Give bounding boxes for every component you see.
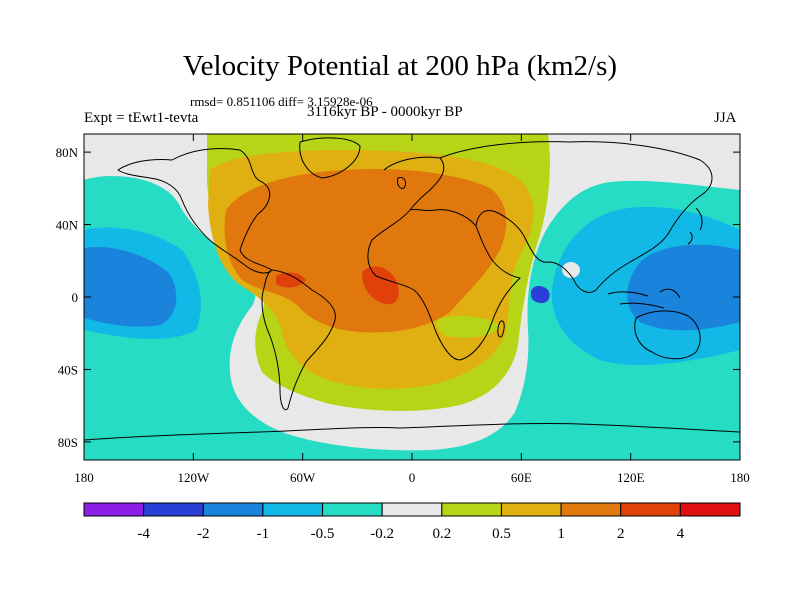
colorbar-label: -0.5 xyxy=(311,526,335,542)
coastlines xyxy=(84,137,740,441)
colorbar: -4 -2 -1 -0.5 -0.2 0.2 0.5 1 2 4 xyxy=(83,502,741,542)
x-tick-label: 60E xyxy=(511,470,532,485)
y-tick-label: 40N xyxy=(56,218,79,233)
colorbar-label: 0.2 xyxy=(432,526,451,542)
field-positive-2-caribbean xyxy=(276,272,306,288)
colorbar-label: -1 xyxy=(257,526,270,542)
stats-label: rmsd= 0.851106 diff= 3.15928e-06 xyxy=(190,94,373,109)
colorbar-label: 0.5 xyxy=(492,526,511,542)
x-tick-label: 180 xyxy=(730,470,750,485)
coast-australia xyxy=(634,310,701,360)
coast-antarctica xyxy=(84,422,740,441)
colorbar-label: 1 xyxy=(557,526,565,542)
x-tick-label: 120E xyxy=(617,470,645,485)
colorbar-label: -0.2 xyxy=(370,526,394,542)
colorbar-swatch xyxy=(679,502,741,517)
colorbar-label: 4 xyxy=(677,526,685,542)
colorbar-swatch xyxy=(441,502,502,517)
field-negative-4-indian-ocean xyxy=(530,286,550,304)
x-axis: 180 120W 60W 0 60E 120E 180 xyxy=(74,134,750,485)
period-label: 3116kyr BP - 0000kyr BP xyxy=(307,104,463,120)
coast-japan xyxy=(687,207,703,245)
y-axis: 80N 40N 0 40S 80S xyxy=(56,145,740,450)
coast-south-america xyxy=(261,269,336,411)
coast-asia xyxy=(439,141,713,293)
contour-fields xyxy=(84,134,740,460)
coast-greenland xyxy=(299,137,361,179)
coast-north-america xyxy=(117,147,273,274)
field-negative-indopacific-core xyxy=(627,244,740,331)
x-tick-label: 120W xyxy=(177,470,210,485)
colorbar-swatch xyxy=(202,502,264,517)
chart-title: Velocity Potential at 200 hPa (km2/s) xyxy=(182,50,618,82)
field-neutral-india xyxy=(562,262,580,278)
colorbar-label: -4 xyxy=(137,526,150,542)
season-label: JJA xyxy=(714,110,737,126)
y-tick-label: 40S xyxy=(58,362,78,377)
colorbar-swatch xyxy=(381,502,443,517)
colorbar-label: 2 xyxy=(617,526,625,542)
colorbar-swatch xyxy=(500,502,562,517)
coast-indonesia xyxy=(607,288,681,309)
colorbar-swatch xyxy=(322,502,383,517)
colorbar-swatch xyxy=(83,502,145,517)
colorbar-swatch xyxy=(262,502,324,517)
colorbar-swatch xyxy=(560,502,622,517)
experiment-label: Expt = tEwt1-tevta xyxy=(84,110,199,126)
x-tick-label: 0 xyxy=(409,470,416,485)
colorbar-swatch xyxy=(143,502,204,517)
x-tick-label: 60W xyxy=(290,470,316,485)
y-tick-label: 80S xyxy=(58,435,78,450)
field-positive-2-atlantic xyxy=(362,266,399,305)
y-tick-label: 80N xyxy=(56,145,79,160)
y-tick-label: 0 xyxy=(72,290,79,305)
coast-britain xyxy=(397,177,407,189)
colorbar-label: -2 xyxy=(197,526,210,542)
field-negative-pacific-core xyxy=(84,247,177,327)
x-tick-label: 180 xyxy=(74,470,94,485)
coast-europe-africa xyxy=(367,156,521,361)
coast-madagascar xyxy=(497,320,505,338)
colorbar-swatch xyxy=(620,502,681,517)
field-positive-0.2-south xyxy=(436,316,500,338)
